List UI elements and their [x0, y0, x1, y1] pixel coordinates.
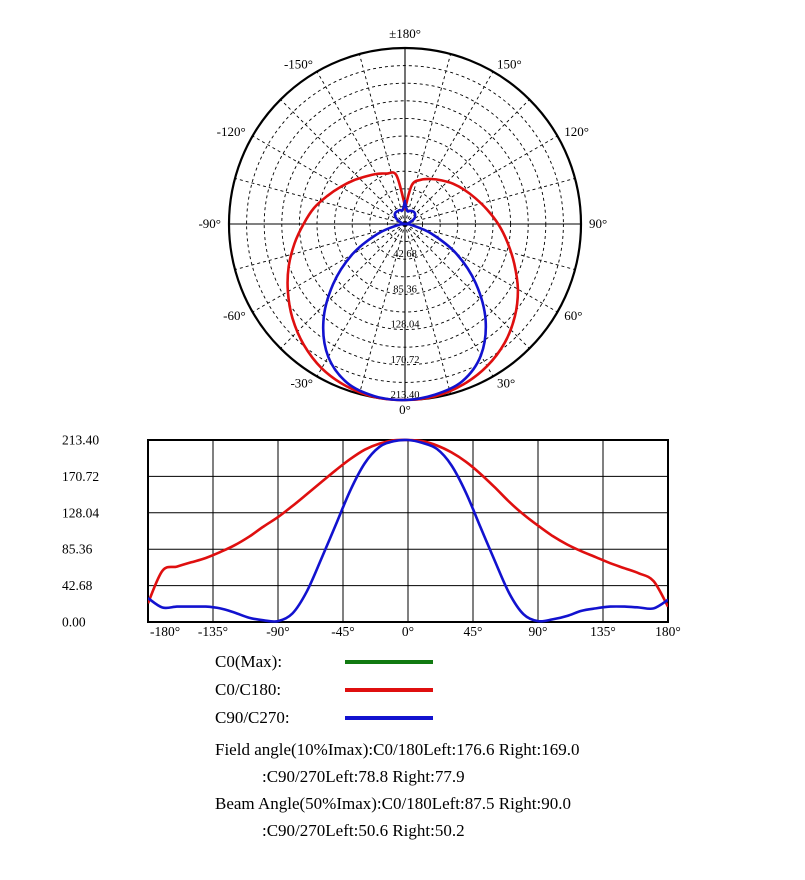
legend-item-c0c180: C0/C180: — [215, 676, 495, 704]
legend-label-c0c180: C0/C180: — [215, 680, 282, 699]
y-tick-label: 128.04 — [62, 505, 99, 520]
polar-grid-spoke — [358, 223, 406, 395]
polar-angle-label: ±180° — [389, 26, 421, 41]
polar-radial-label: 85.36 — [393, 284, 417, 295]
legend-label-c0max: C0(Max): — [215, 652, 283, 671]
polar-grid-spoke — [358, 53, 406, 225]
polar-grid-spoke — [404, 223, 494, 377]
x-tick-label: -135° — [198, 624, 228, 639]
legend-label-c90c270: C90/C270: — [215, 708, 290, 727]
polar-angle-label: -120° — [217, 124, 246, 139]
polar-distribution-chart: ±180° -150° 150° -120° 120° -90° 90° -60° 60° -30… — [198, 26, 607, 417]
polar-grid-spoke — [404, 135, 558, 225]
polar-grid-spoke — [252, 223, 406, 313]
polar-radial-label: 42.68 — [393, 249, 417, 260]
polar-grid-spoke — [404, 223, 576, 271]
x-tick-label: 45° — [464, 624, 483, 639]
polar-grid-spoke — [404, 177, 576, 225]
y-tick-label: 213.40 — [62, 433, 99, 448]
x-tick-label: 135° — [590, 624, 616, 639]
polar-grid-spoke — [404, 71, 494, 225]
polar-grid-spoke — [404, 223, 452, 395]
polar-grid-spoke — [234, 223, 406, 271]
polar-angle-label: 60° — [564, 308, 582, 323]
polar-angle-label: -90° — [198, 216, 221, 231]
beam-angle-c0-line: Beam Angle(50%Imax):C0/180Left:87.5 Righ… — [215, 794, 572, 813]
polar-angle-label: 120° — [564, 124, 589, 139]
legend-item-c0max: C0(Max): — [215, 648, 495, 676]
field-angle-c0-line: Field angle(10%Imax):C0/180Left:176.6 Ri… — [215, 740, 580, 759]
polar-grid-spoke — [404, 223, 530, 349]
x-tick-label: 0° — [402, 624, 414, 639]
polar-grid-spoke — [280, 223, 406, 349]
legend: C0(Max): C0/C180: C90/C270: — [215, 648, 495, 732]
polar-angle-label: 0° — [399, 402, 411, 417]
photometric-annotations: Field angle(10%Imax):C0/180Left:176.6 Ri… — [215, 736, 580, 844]
y-tick-label: 0.00 — [62, 615, 86, 630]
x-tick-label: -90° — [266, 624, 289, 639]
polar-series-c90-c270 — [321, 199, 488, 402]
beam-angle-c90-line: :C90/270Left:50.6 Right:50.2 — [262, 821, 465, 840]
polar-angle-label: -150° — [284, 57, 313, 72]
polar-grid-spoke — [316, 71, 406, 225]
legend-line-swatch-green — [345, 660, 433, 664]
polar-grid-spoke — [404, 223, 558, 313]
polar-radial-label: 170.72 — [391, 355, 420, 366]
polar-grid-spoke — [404, 53, 452, 225]
polar-angle-label: 90° — [589, 216, 607, 231]
legend-item-c90c270: C90/C270: — [215, 704, 495, 732]
polar-grid-spoke — [234, 177, 406, 225]
polar-radial-label: 213.40 — [391, 390, 420, 401]
polar-radial-label: 128.04 — [391, 320, 421, 331]
legend-line-swatch-blue — [345, 716, 433, 720]
field-angle-c90-line: :C90/270Left:78.8 Right:77.9 — [262, 767, 465, 786]
x-tick-label: 90° — [529, 624, 548, 639]
polar-angle-label: 150° — [497, 57, 522, 72]
polar-grid-spoke — [280, 99, 406, 225]
line-series-c90-c270 — [148, 438, 668, 623]
x-tick-label: -180° — [150, 624, 180, 639]
polar-angle-label: -60° — [223, 308, 246, 323]
y-tick-label: 170.72 — [62, 469, 99, 484]
polar-angle-label: -30° — [290, 375, 313, 390]
y-tick-label: 42.68 — [62, 578, 93, 593]
intensity-line-chart: 213.40 170.72 128.04 85.36 42.68 0.00 -180° -13… — [62, 433, 681, 640]
polar-grid-spoke — [404, 99, 530, 225]
polar-grid-spoke — [316, 223, 406, 377]
x-tick-label: 180° — [655, 624, 681, 639]
legend-line-swatch-red — [345, 688, 433, 692]
x-tick-label: -45° — [331, 624, 354, 639]
polar-angle-label: 30° — [497, 375, 515, 390]
y-tick-label: 85.36 — [62, 542, 93, 557]
polar-grid-spoke — [252, 135, 406, 225]
